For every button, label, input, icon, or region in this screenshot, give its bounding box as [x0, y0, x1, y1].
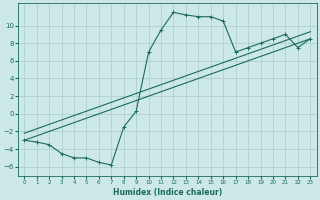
- X-axis label: Humidex (Indice chaleur): Humidex (Indice chaleur): [113, 188, 222, 197]
